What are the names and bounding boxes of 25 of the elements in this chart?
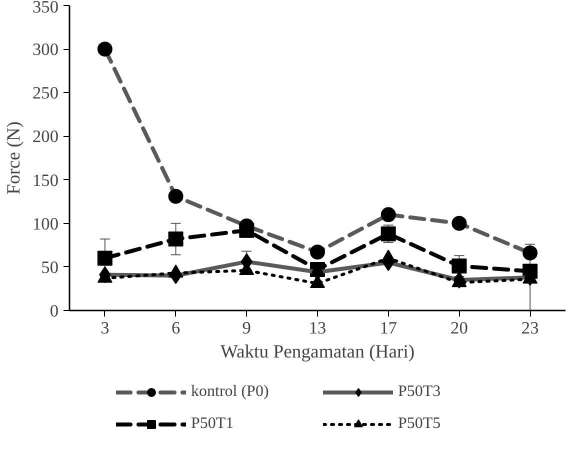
- y-tick-label: 250: [32, 84, 59, 103]
- y-axis-title: Force (N): [4, 121, 25, 195]
- point: [452, 258, 467, 274]
- x-tick-label: 6: [171, 318, 180, 338]
- point: [97, 250, 112, 266]
- legend-label: kontrol (P0): [191, 382, 270, 400]
- x-tick-label: 3: [100, 318, 110, 338]
- y-tick-label: 200: [32, 127, 59, 146]
- x-axis-title: Waktu Pengamatan (Hari): [220, 342, 415, 362]
- y-tick-label: 350: [32, 0, 59, 16]
- legend-label: P50T1: [191, 414, 235, 432]
- y-tick-label: 150: [32, 170, 59, 190]
- x-tick-label: 13: [308, 318, 326, 338]
- x-tick-label: 20: [450, 318, 468, 338]
- x-tick-label: 23: [521, 318, 539, 338]
- y-tick-label: 50: [41, 258, 58, 277]
- y-tick-label: 0: [50, 302, 59, 320]
- legend-label: P50T3: [398, 382, 442, 400]
- legend-label: P50T5: [398, 414, 442, 432]
- x-tick-label: 9: [242, 318, 251, 338]
- point: [168, 232, 184, 247]
- y-tick-label: 300: [32, 40, 59, 60]
- point: [239, 222, 254, 238]
- y-tick-label: 100: [32, 214, 59, 234]
- x-tick-label: 17: [380, 318, 398, 338]
